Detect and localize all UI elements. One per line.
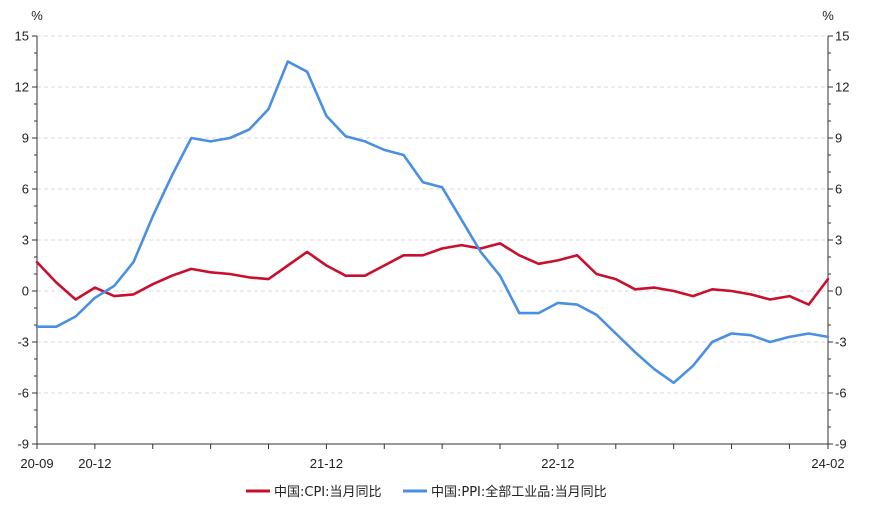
y-tick-label-left: 6: [22, 182, 29, 197]
y-tick-label-right: 12: [835, 80, 849, 95]
x-tick-label: 24-02: [811, 456, 844, 471]
y-tick-label-right: -6: [835, 386, 847, 401]
y-tick-label-right: 6: [835, 182, 842, 197]
y-tick-label-left: 12: [15, 80, 29, 95]
y-tick-label-left: 15: [15, 29, 29, 44]
series-line-2: [35, 60, 830, 385]
x-tick-label: 20-12: [78, 456, 111, 471]
legend: 中国:CPI:当月同比 中国:PPI:全部工业品:当月同比: [246, 484, 607, 500]
right-unit-label: %: [822, 8, 834, 23]
y-tick-label-right: 0: [835, 284, 842, 299]
axes: % %: [31, 8, 834, 445]
y-tick-label-left: -3: [17, 335, 29, 350]
y-tick-label-left: -6: [17, 386, 29, 401]
series-lines: [35, 60, 830, 385]
y-tick-label-right: 15: [835, 29, 849, 44]
x-tick-label: 20-09: [20, 456, 53, 471]
x-tick-label: 21-12: [310, 456, 343, 471]
y-tick-label-left: 0: [22, 284, 29, 299]
y-tick-label-left: 9: [22, 131, 29, 146]
y-tick-label-right: 3: [835, 233, 842, 248]
legend-label-1: 中国:CPI:当月同比: [274, 485, 382, 500]
y-tick-label-right: -9: [835, 437, 847, 452]
ticks: 15 15 12 12 9 9 6 6 3 3 0 0 -3 -3 -6 -6 -9 -9 20-09 20-12 21…: [15, 29, 850, 472]
y-tick-label-right: -3: [835, 335, 847, 350]
legend-label-2: 中国:PPI:全部工业品:当月同比: [431, 484, 607, 500]
y-tick-label-right: 9: [835, 131, 842, 146]
y-tick-label-left: 3: [22, 233, 29, 248]
series-line-1: [35, 242, 830, 306]
left-unit-label: %: [31, 8, 43, 23]
gridlines: [37, 35, 828, 394]
x-tick-label: 22-12: [541, 456, 574, 471]
y-tick-label-left: -9: [17, 437, 29, 452]
